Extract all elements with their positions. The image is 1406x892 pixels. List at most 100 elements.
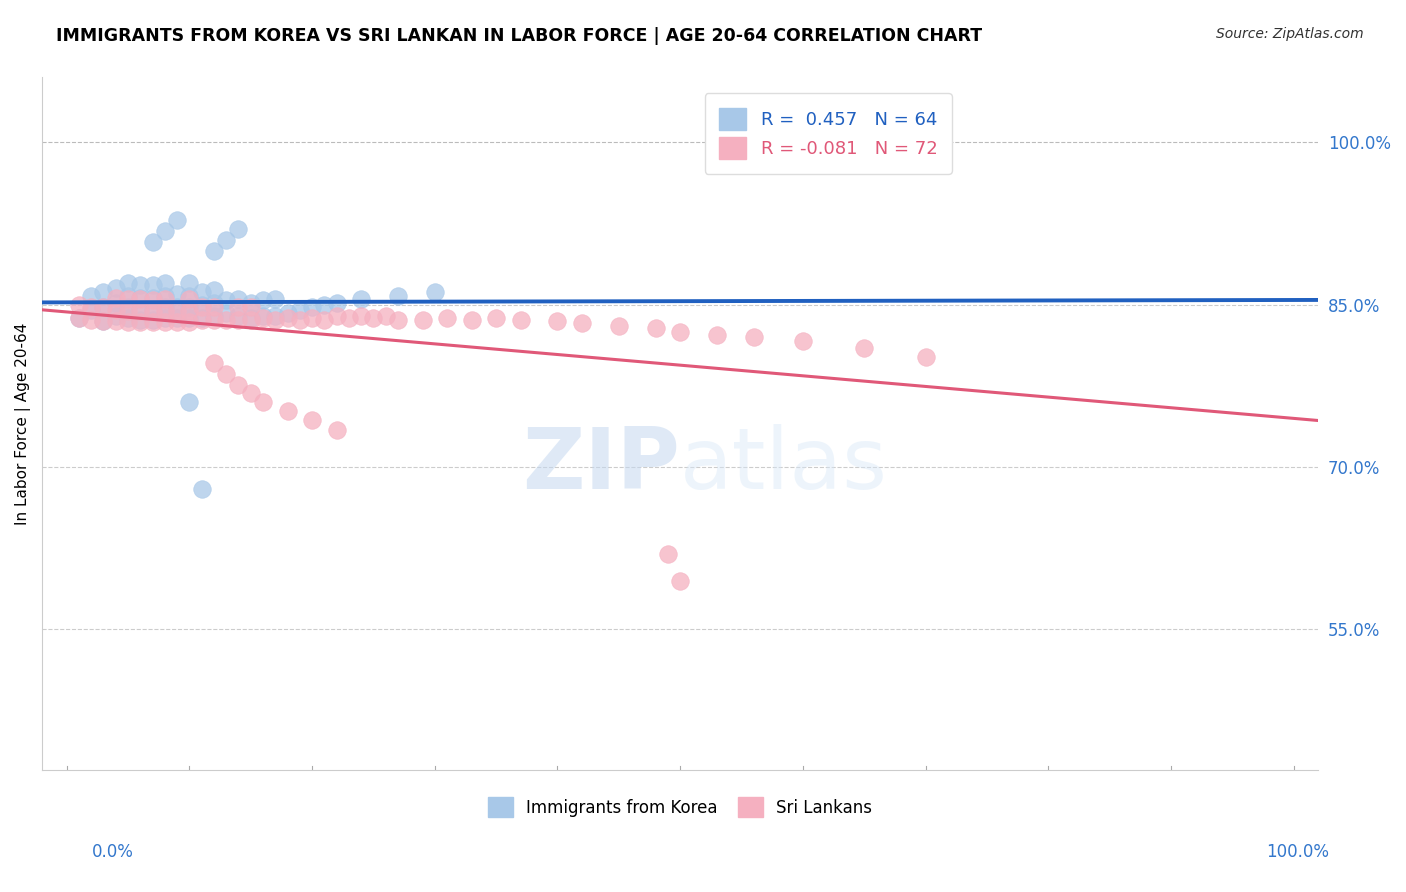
Point: [141, 315, 163, 329]
Point: [571, 316, 593, 330]
Point: [669, 574, 692, 588]
Point: [387, 289, 409, 303]
Point: [117, 300, 139, 314]
Point: [104, 314, 127, 328]
Point: [228, 222, 250, 236]
Text: atlas: atlas: [681, 424, 889, 507]
Point: [93, 314, 115, 328]
Point: [228, 309, 250, 323]
Point: [202, 313, 225, 327]
Point: [93, 314, 115, 328]
Point: [202, 356, 225, 370]
Point: [179, 315, 201, 329]
Point: [301, 300, 323, 314]
Point: [436, 310, 458, 325]
Point: [80, 289, 103, 303]
Point: [117, 310, 139, 325]
Point: [166, 213, 188, 227]
Legend: Immigrants from Korea, Sri Lankans: Immigrants from Korea, Sri Lankans: [481, 790, 879, 824]
Point: [202, 244, 225, 258]
Text: IMMIGRANTS FROM KOREA VS SRI LANKAN IN LABOR FORCE | AGE 20-64 CORRELATION CHART: IMMIGRANTS FROM KOREA VS SRI LANKAN IN L…: [56, 27, 983, 45]
Point: [104, 303, 127, 318]
Point: [239, 310, 262, 325]
Text: 0.0%: 0.0%: [91, 843, 134, 861]
Text: Source: ZipAtlas.com: Source: ZipAtlas.com: [1216, 27, 1364, 41]
Point: [166, 300, 188, 314]
Point: [141, 291, 163, 305]
Point: [350, 293, 373, 307]
Point: [153, 293, 176, 307]
Point: [190, 482, 212, 496]
Point: [166, 310, 188, 325]
Point: [607, 319, 630, 334]
Point: [547, 314, 569, 328]
Point: [190, 310, 212, 325]
Point: [153, 289, 176, 303]
Point: [239, 386, 262, 401]
Point: [239, 295, 262, 310]
Point: [325, 309, 347, 323]
Point: [252, 395, 274, 409]
Point: [80, 313, 103, 327]
Point: [412, 313, 434, 327]
Point: [301, 310, 323, 325]
Point: [277, 310, 299, 325]
Point: [228, 313, 250, 327]
Point: [314, 313, 336, 327]
Point: [179, 293, 201, 307]
Point: [117, 276, 139, 290]
Point: [190, 313, 212, 327]
Point: [215, 233, 238, 247]
Point: [153, 310, 176, 325]
Point: [141, 235, 163, 249]
Point: [215, 293, 238, 308]
Point: [93, 300, 115, 314]
Point: [363, 310, 385, 325]
Point: [350, 309, 373, 323]
Point: [644, 321, 666, 335]
Point: [80, 300, 103, 314]
Point: [141, 303, 163, 318]
Point: [264, 309, 287, 323]
Point: [252, 293, 274, 308]
Point: [141, 293, 163, 308]
Point: [166, 286, 188, 301]
Point: [179, 289, 201, 303]
Point: [190, 300, 212, 314]
Point: [141, 278, 163, 293]
Point: [129, 278, 152, 293]
Point: [179, 395, 201, 409]
Point: [485, 310, 508, 325]
Text: 100.0%: 100.0%: [1265, 843, 1329, 861]
Y-axis label: In Labor Force | Age 20-64: In Labor Force | Age 20-64: [15, 323, 31, 524]
Point: [239, 300, 262, 314]
Point: [104, 295, 127, 310]
Point: [215, 306, 238, 320]
Point: [914, 350, 936, 364]
Point: [153, 300, 176, 314]
Point: [166, 315, 188, 329]
Point: [129, 304, 152, 318]
Point: [228, 293, 250, 307]
Text: ZIP: ZIP: [523, 424, 681, 507]
Point: [190, 285, 212, 299]
Point: [792, 334, 814, 349]
Point: [179, 310, 201, 325]
Point: [153, 276, 176, 290]
Point: [179, 300, 201, 314]
Point: [153, 315, 176, 329]
Point: [669, 325, 692, 339]
Point: [228, 377, 250, 392]
Point: [117, 293, 139, 307]
Point: [202, 295, 225, 310]
Point: [288, 303, 311, 318]
Point: [509, 313, 531, 327]
Point: [153, 224, 176, 238]
Point: [129, 293, 152, 307]
Point: [706, 328, 728, 343]
Point: [179, 276, 201, 290]
Point: [129, 315, 152, 329]
Point: [314, 298, 336, 312]
Point: [239, 313, 262, 327]
Point: [325, 295, 347, 310]
